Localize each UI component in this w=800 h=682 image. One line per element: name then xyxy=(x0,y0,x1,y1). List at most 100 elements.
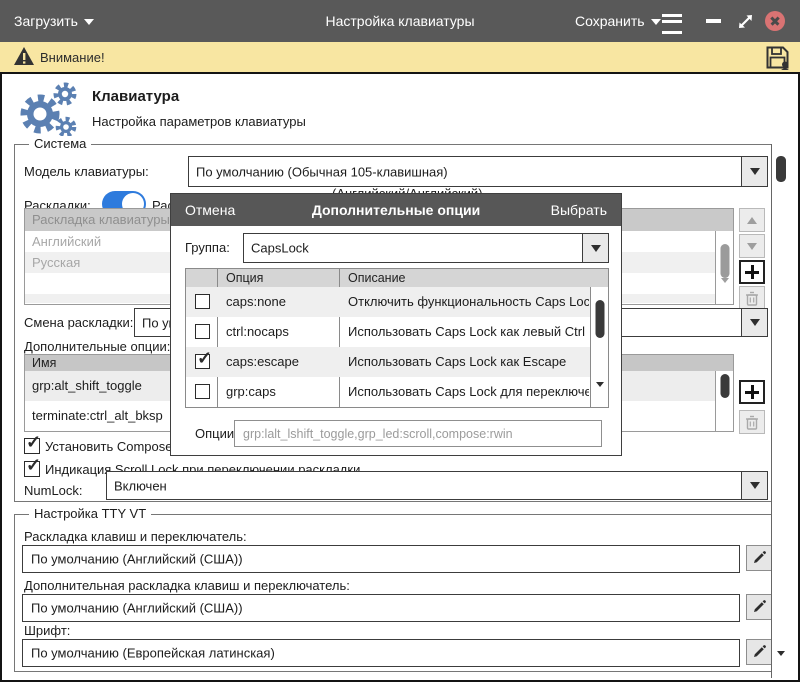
plus-icon xyxy=(745,265,759,279)
options-field-label: Опции: xyxy=(195,426,238,441)
column-separator xyxy=(217,269,218,407)
compose-checkbox[interactable] xyxy=(24,432,41,454)
edit-button[interactable] xyxy=(746,545,772,571)
dialog-table-rows: caps:none Отключить функциональность Cap… xyxy=(186,287,591,407)
layouts-list-scrollbar[interactable] xyxy=(715,231,733,304)
list-item: Английский xyxy=(32,234,102,249)
compose-checkbox-label: Установить Compose xyxy=(45,439,173,454)
row-checkbox[interactable] xyxy=(195,384,210,399)
table-row[interactable]: ctrl:nocaps Использовать Caps Lock как л… xyxy=(186,317,591,347)
edit-button[interactable] xyxy=(746,639,772,665)
layout-switch-label: Смена раскладки: xyxy=(24,315,134,330)
group-select[interactable]: CapsLock xyxy=(243,233,609,263)
trash-icon xyxy=(746,415,758,430)
tty-layout-field[interactable]: По умолчанию (Английский (США)) xyxy=(22,545,740,573)
keyboard-model-select[interactable]: По умолчанию (Обычная 105-клавишная) xyxy=(188,156,768,187)
warning-text: Внимание! xyxy=(40,50,105,65)
maximize-button[interactable] xyxy=(737,13,754,30)
column-separator xyxy=(339,269,340,407)
table-row[interactable]: caps:escape Использовать Caps Lock как E… xyxy=(186,347,591,377)
trash-icon xyxy=(746,291,758,306)
dialog-select-button[interactable]: Выбрать xyxy=(550,202,607,218)
numlock-label: NumLock: xyxy=(24,483,83,498)
additional-options-dialog: Отмена Дополнительные опции Выбрать Груп… xyxy=(170,193,622,456)
dropdown-button[interactable] xyxy=(741,309,767,336)
warning-bar: Внимание! xyxy=(0,42,800,73)
keyboard-model-label: Модель клавиатуры: xyxy=(24,164,149,179)
plus-icon xyxy=(745,385,759,399)
table-row[interactable]: terminate:ctrl_alt_bksp xyxy=(32,408,163,423)
numlock-select[interactable]: Включен xyxy=(106,471,768,500)
scroll-down-icon xyxy=(595,382,604,404)
dropdown-button[interactable] xyxy=(741,472,767,499)
scrollbar-thumb[interactable] xyxy=(720,374,729,398)
pencil-icon xyxy=(754,551,766,563)
move-up-button xyxy=(739,208,765,232)
minimize-button[interactable] xyxy=(706,19,721,23)
scroll-down-icon xyxy=(720,278,729,300)
window-title: Настройка клавиатуры xyxy=(325,13,475,29)
warning-icon xyxy=(13,46,35,67)
scroll-down-icon xyxy=(776,651,785,673)
delete-option-button xyxy=(739,410,765,434)
expand-icon xyxy=(739,15,752,28)
save-file-icon[interactable] xyxy=(764,44,791,71)
dialog-cancel-button[interactable]: Отмена xyxy=(185,202,236,218)
chevron-down-icon xyxy=(749,482,760,489)
scroll-lock-checkbox[interactable] xyxy=(24,455,41,477)
tty-extra-layout-field[interactable]: По умолчанию (Английский (США)) xyxy=(22,594,740,622)
dropdown-button[interactable] xyxy=(741,157,767,186)
move-down-button xyxy=(739,234,765,258)
add-option-button[interactable] xyxy=(739,380,765,404)
table-row[interactable]: caps:none Отключить функциональность Cap… xyxy=(186,287,591,317)
add-layout-button[interactable] xyxy=(739,260,765,284)
pencil-icon xyxy=(754,600,766,612)
chevron-down-icon xyxy=(590,244,601,252)
option-column-header: Опция xyxy=(226,270,264,285)
row-checkbox[interactable] xyxy=(195,294,210,309)
group-label: Группа: xyxy=(185,240,230,255)
delete-layout-button xyxy=(739,286,765,310)
save-menu-button[interactable]: Сохранить xyxy=(575,0,661,42)
load-menu-button[interactable]: Загрузить xyxy=(14,0,94,42)
chevron-down-icon xyxy=(650,19,661,26)
page-title: Клавиатура xyxy=(92,88,180,105)
hamburger-menu-icon[interactable] xyxy=(662,14,682,34)
dialog-table-header: Опция Описание xyxy=(186,269,608,288)
description-column-header: Описание xyxy=(348,270,406,285)
edit-button[interactable] xyxy=(746,594,772,620)
main-scrollbar[interactable] xyxy=(771,144,789,678)
extra-options-scrollbar[interactable] xyxy=(715,371,733,431)
options-input[interactable]: grp:lalt_lshift_toggle,grp_led:scroll,co… xyxy=(234,420,602,447)
page-subtitle: Настройка параметров клавиатуры xyxy=(92,114,306,129)
dropdown-button[interactable] xyxy=(582,234,608,262)
tty-font-field[interactable]: По умолчанию (Европейская латинская) xyxy=(22,639,740,667)
chevron-down-icon xyxy=(749,319,760,326)
system-group-legend: Система xyxy=(29,136,92,151)
arrow-up-icon xyxy=(747,216,757,224)
dialog-header: Отмена Дополнительные опции Выбрать xyxy=(171,194,621,226)
scrollbar-thumb[interactable] xyxy=(775,156,786,182)
titlebar: Загрузить Настройка клавиатуры Сохранить xyxy=(0,0,800,42)
dialog-title: Дополнительные опции xyxy=(311,202,481,218)
layouts-covered-value: (Английский/Английский) xyxy=(332,186,483,195)
row-checkbox[interactable] xyxy=(195,348,212,369)
chevron-down-icon xyxy=(83,19,94,26)
dialog-options-table[interactable]: Опция Описание caps:none Отключить функц… xyxy=(185,268,609,408)
scrollbar-thumb[interactable] xyxy=(595,300,604,338)
pencil-icon xyxy=(754,645,766,657)
tty-row-label: Дополнительная раскладка клавиш и перекл… xyxy=(24,578,350,593)
row-checkbox[interactable] xyxy=(195,324,210,339)
tty-group: Настройка TTY VT xyxy=(14,506,776,672)
table-row[interactable]: grp:caps Использовать Caps Lock для пере… xyxy=(186,377,591,407)
keyboard-gears-icon xyxy=(12,80,82,140)
tty-row-label: Шрифт: xyxy=(24,623,71,638)
tty-group-legend: Настройка TTY VT xyxy=(29,506,152,521)
dialog-table-scrollbar[interactable] xyxy=(590,287,608,407)
tty-row-label: Раскладка клавиш и переключатель: xyxy=(24,529,247,544)
extra-options-label: Дополнительные опции: xyxy=(24,339,171,354)
chevron-down-icon xyxy=(749,168,760,175)
close-button[interactable] xyxy=(765,11,785,31)
scrollbar-thumb[interactable] xyxy=(720,244,729,278)
